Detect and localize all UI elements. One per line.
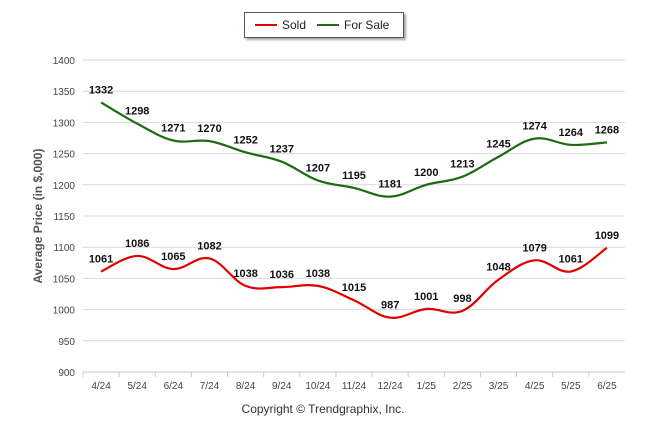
data-label-sold: 998 (453, 293, 471, 305)
data-label-for-sale: 1207 (306, 162, 330, 174)
data-label-sold: 1038 (233, 268, 257, 280)
data-label-sold: 987 (381, 300, 399, 312)
legend-label-for-sale: For Sale (344, 18, 390, 32)
legend: Sold For Sale (244, 12, 404, 38)
y-tick-label: 1000 (53, 306, 76, 317)
data-label-for-sale: 1274 (522, 121, 547, 133)
x-tick-label: 8/24 (236, 381, 256, 392)
copyright-text: Copyright © Trendgraphix, Inc. (241, 402, 405, 416)
y-axis-title: Average Price (in $,000) (31, 149, 45, 284)
x-tick-label: 1/25 (417, 381, 437, 392)
data-label-for-sale: 1245 (486, 139, 510, 151)
legend-item-for-sale: For Sale (317, 18, 389, 32)
legend-swatch-sold (255, 24, 277, 26)
data-label-for-sale: 1252 (233, 134, 257, 146)
y-tick-label: 1050 (53, 274, 76, 285)
legend-swatch-for-sale (317, 24, 339, 26)
series-line-for-sale (100, 101, 608, 198)
data-label-sold: 1061 (89, 254, 113, 266)
x-tick-label: 3/25 (489, 381, 509, 392)
data-label-for-sale: 1264 (559, 127, 584, 139)
y-tick-label: 1100 (53, 243, 75, 254)
series-line-sold (100, 246, 608, 319)
legend-label-sold: Sold (282, 18, 307, 32)
legend-item-sold: Sold (255, 18, 306, 32)
data-label-sold: 1079 (522, 242, 546, 254)
data-label-for-sale: 1181 (378, 179, 402, 191)
data-label-for-sale: 1237 (269, 144, 293, 156)
data-label-sold: 1048 (486, 262, 510, 274)
data-label-for-sale: 1268 (595, 124, 619, 136)
data-label-sold: 1061 (559, 254, 583, 266)
x-tick-label: 11/24 (342, 381, 367, 392)
data-label-for-sale: 1200 (414, 167, 438, 179)
y-tick-label: 1400 (53, 56, 76, 67)
data-label-sold: 1099 (595, 230, 619, 242)
data-label-for-sale: 1195 (342, 170, 366, 182)
x-tick-label: 6/25 (597, 381, 617, 392)
data-label-for-sale: 1271 (161, 122, 185, 134)
x-tick-label: 9/24 (272, 381, 292, 392)
data-label-sold: 1038 (306, 268, 330, 280)
x-tick-label: 4/24 (91, 381, 111, 392)
y-tick-label: 1150 (53, 212, 75, 223)
data-label-for-sale: 1298 (125, 106, 149, 118)
data-label-for-sale: 1213 (450, 159, 474, 171)
data-label-sold: 1065 (161, 251, 185, 263)
x-tick-label: 4/25 (525, 381, 545, 392)
data-label-for-sale: 1270 (197, 123, 221, 135)
data-label-sold: 1036 (269, 269, 293, 281)
data-label-sold: 1015 (342, 282, 366, 294)
x-tick-label: 12/24 (378, 381, 403, 392)
y-tick-label: 1300 (53, 118, 76, 129)
y-tick-label: 1200 (53, 181, 76, 192)
y-tick-label: 900 (58, 368, 75, 379)
x-tick-label: 7/24 (200, 381, 220, 392)
x-tick-label: 6/24 (164, 381, 184, 392)
x-tick-label: 2/25 (453, 381, 473, 392)
x-tick-label: 10/24 (305, 381, 330, 392)
y-tick-label: 1350 (53, 87, 76, 98)
x-tick-label: 5/25 (561, 381, 581, 392)
y-tick-label: 1250 (53, 150, 76, 161)
data-label-sold: 1001 (414, 291, 438, 303)
data-label-sold: 1082 (197, 240, 221, 252)
data-label-sold: 1086 (125, 238, 149, 250)
x-tick-label: 5/24 (127, 381, 147, 392)
y-tick-label: 950 (58, 337, 75, 348)
data-label-for-sale: 1332 (89, 84, 113, 96)
